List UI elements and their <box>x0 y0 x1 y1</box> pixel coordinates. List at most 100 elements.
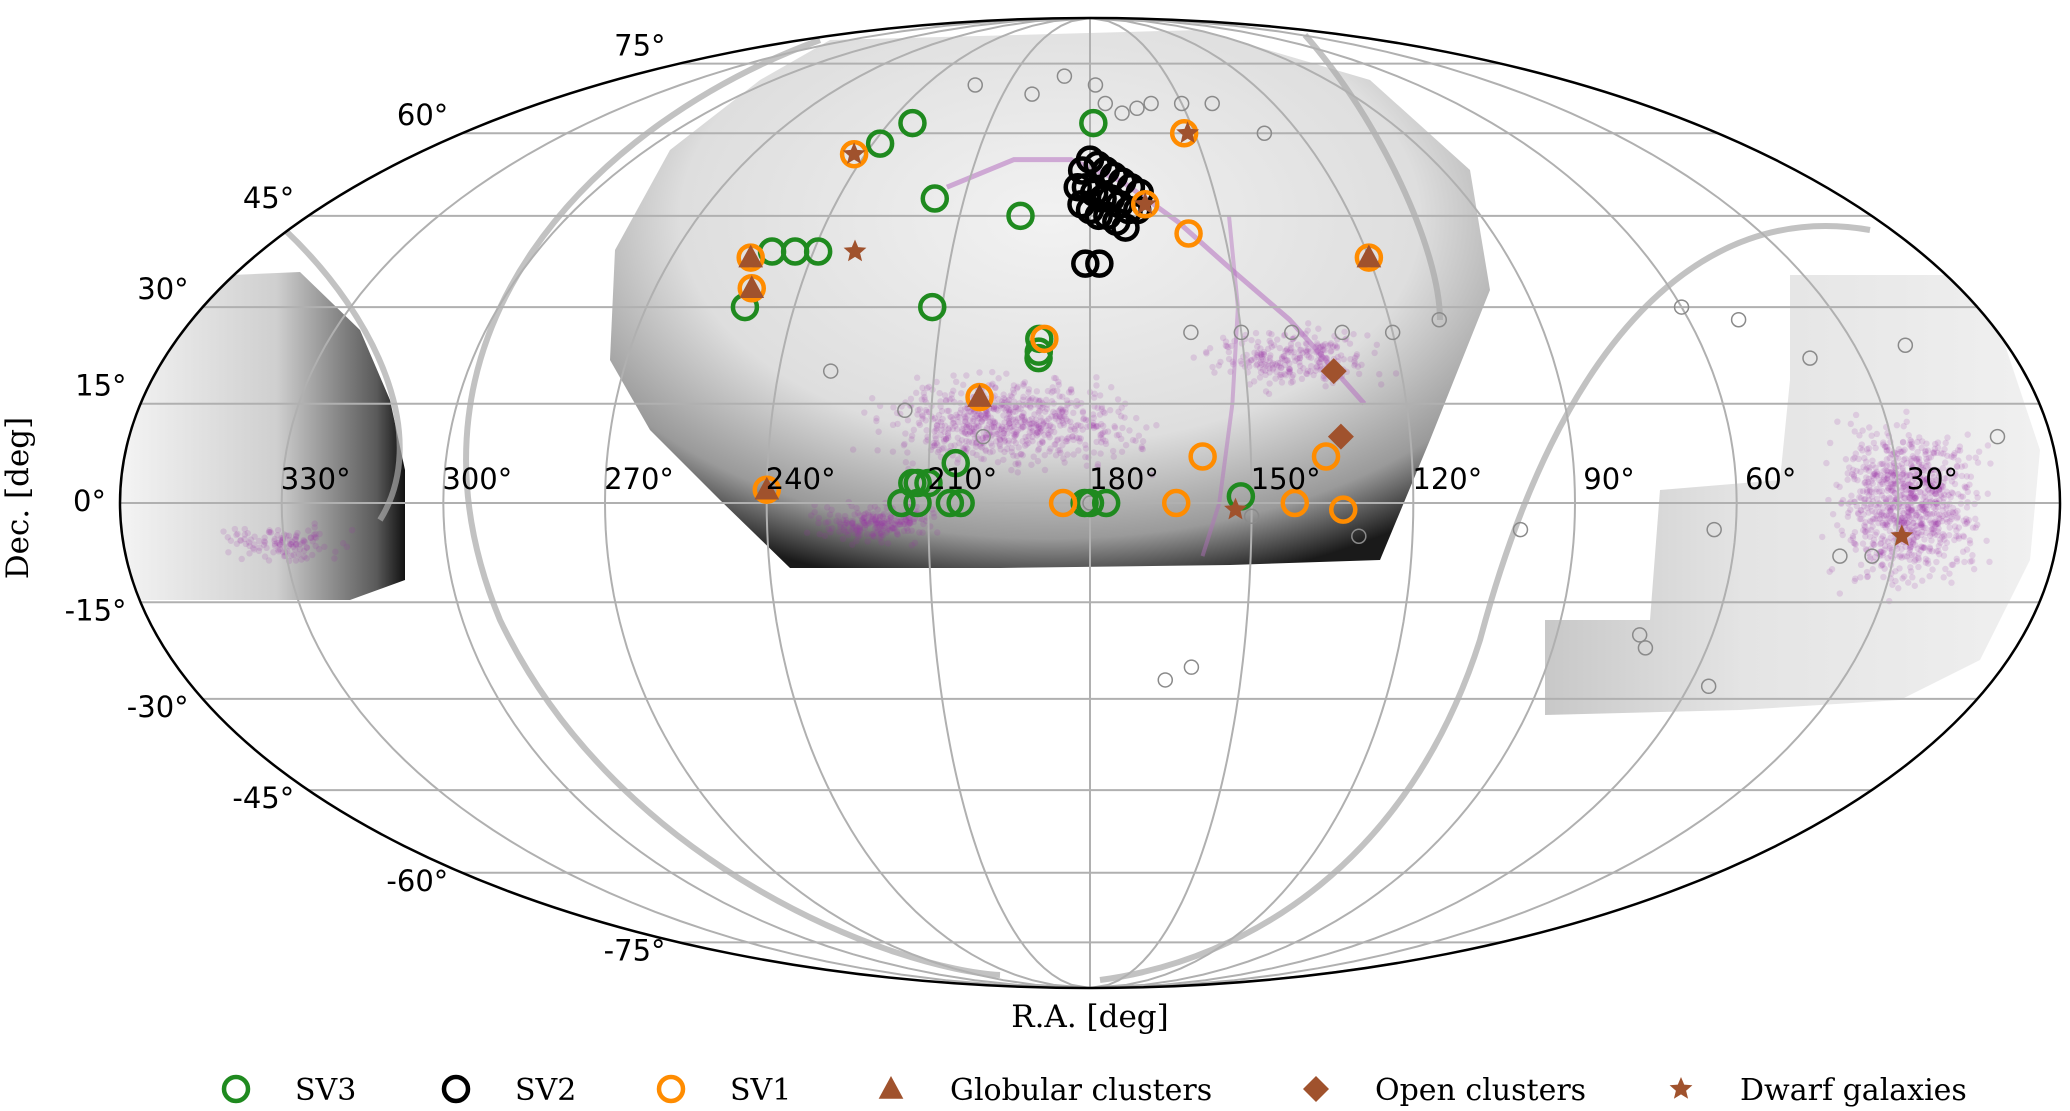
marker-globular-clusters <box>967 384 992 407</box>
background-target <box>1256 125 1273 141</box>
marker-sv1 <box>1130 190 1160 219</box>
background-target <box>1173 95 1190 112</box>
background-target <box>1897 337 1914 353</box>
background-target <box>1233 324 1250 341</box>
legend-label: Globular clusters <box>950 1073 1212 1108</box>
background-target <box>1204 95 1220 112</box>
dec-tick-label: -75° <box>604 933 666 967</box>
legend-label: SV1 <box>730 1073 791 1108</box>
ra-tick-label: 210° <box>927 462 997 496</box>
background-target <box>1087 77 1104 93</box>
marker-dwarf-galaxies <box>1176 121 1200 143</box>
marker-sv3 <box>1079 108 1108 138</box>
legend-label: Open clusters <box>1375 1073 1586 1108</box>
marker-sv2 <box>1063 172 1092 202</box>
marker-dwarf-galaxies <box>1224 497 1247 520</box>
target-density-cloud <box>220 320 1994 605</box>
ra-tick-label: 30° <box>1907 462 1958 496</box>
background-target <box>1864 548 1880 564</box>
ra-tick-label: 300° <box>442 462 512 496</box>
left-footprint-region <box>120 272 405 600</box>
dec-tick-label: 0° <box>73 484 106 518</box>
legend: SV3 SV2 SV1 Globular clusters Open clusters D… <box>221 1073 1967 1108</box>
background-target <box>1673 299 1690 315</box>
series-open-clusters <box>1320 358 1354 450</box>
marker-sv3 <box>935 488 965 518</box>
background-target <box>1056 68 1073 84</box>
x-axis-label: R.A. [deg] <box>1011 999 1169 1035</box>
marker-sv2 <box>1111 213 1140 242</box>
legend-label: Dwarf galaxies <box>1740 1073 1967 1108</box>
marker-sv3 <box>1006 201 1035 231</box>
background-target <box>822 363 839 379</box>
grid-meridian <box>603 17 1091 989</box>
marker-sv2 <box>1071 249 1100 278</box>
marker-sv3 <box>918 292 947 322</box>
background-target <box>1129 100 1145 117</box>
marker-sv3 <box>887 488 916 518</box>
background-target <box>1431 311 1447 328</box>
legend-marker-globular-clusters <box>878 1076 904 1099</box>
grid-meridian <box>1089 17 1577 989</box>
background-target <box>1183 324 1199 341</box>
marker-sv1 <box>1280 488 1310 518</box>
background-target <box>1832 548 1848 564</box>
background-target <box>897 402 913 419</box>
background-target <box>1989 428 2006 445</box>
background-target <box>1114 105 1130 121</box>
legend-label: SV3 <box>295 1073 356 1108</box>
marker-sv3 <box>898 108 927 138</box>
marker-open-clusters <box>1320 358 1347 385</box>
ra-tick-label: 330° <box>281 462 351 496</box>
background-target <box>1183 659 1200 675</box>
marker-sv3 <box>1024 337 1054 366</box>
marker-sv1 <box>1174 219 1203 248</box>
background-target <box>1157 672 1174 688</box>
series-sv3 <box>730 108 1256 518</box>
marker-sv3 <box>946 488 975 518</box>
marker-dwarf-galaxies <box>1890 524 1914 546</box>
series-globular-clusters <box>738 244 1382 500</box>
north-footprint-region <box>610 30 1490 568</box>
ra-tick-label: 240° <box>766 462 836 496</box>
background-target <box>1024 86 1040 102</box>
legend-marker-open-clusters <box>1303 1076 1329 1102</box>
marker-globular-clusters <box>739 275 765 299</box>
marker-dwarf-galaxies <box>842 142 866 164</box>
dec-tick-label: 75° <box>614 29 665 63</box>
marker-open-clusters <box>1327 423 1354 450</box>
galactic-plane-line <box>282 33 1871 983</box>
y-axis-label: Dec. [deg] <box>0 417 36 580</box>
background-target <box>975 428 991 445</box>
marker-sv3 <box>920 184 950 213</box>
grid-meridian <box>1089 17 1415 989</box>
marker-sv1 <box>1311 442 1341 471</box>
dec-tick-label: -15° <box>65 593 127 627</box>
dec-tick-label: 60° <box>397 98 448 132</box>
grid-meridian <box>1089 17 1738 989</box>
right-footprint-region <box>1545 275 2040 715</box>
legend-label: SV2 <box>515 1073 576 1108</box>
dec-tick-label: 45° <box>243 181 294 215</box>
background-target <box>1334 324 1350 341</box>
dec-tick-label: -45° <box>232 781 294 815</box>
legend-marker-sv3 <box>221 1074 251 1104</box>
marker-sv3 <box>1075 488 1105 518</box>
survey-footprint <box>120 30 2040 715</box>
dec-tick-label: 30° <box>137 272 188 306</box>
marker-sv3 <box>1091 488 1121 518</box>
background-target <box>1706 521 1722 538</box>
marker-sv1 <box>1329 495 1358 524</box>
ra-tick-label: 180° <box>1089 462 1159 496</box>
dec-tick-label: -30° <box>127 690 189 724</box>
ra-tick-label: 90° <box>1583 462 1634 496</box>
marker-sv3 <box>903 488 932 518</box>
ra-tick-label: 120° <box>1412 462 1482 496</box>
marker-globular-clusters <box>738 244 764 268</box>
background-target <box>1243 508 1260 525</box>
legend-marker-sv2 <box>441 1074 471 1104</box>
grid-meridian <box>1089 17 1900 989</box>
background-target <box>1512 521 1529 538</box>
background-target <box>1143 95 1159 112</box>
